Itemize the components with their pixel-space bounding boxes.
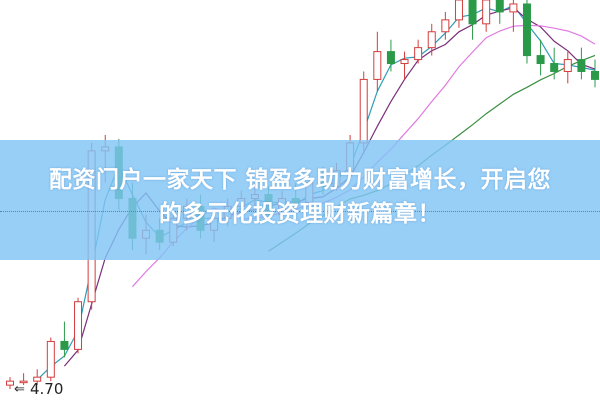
candle-body: [427, 31, 436, 49]
candle-body: [482, 0, 491, 25]
candle-body: [454, 0, 463, 21]
candle-body: [414, 47, 423, 61]
candle-body: [577, 59, 586, 72]
candle-body: [536, 55, 545, 65]
headline-line-1: 配资门户一家天下 锦盈多助力财富增长，开启您: [48, 167, 551, 193]
candle-body: [46, 340, 55, 378]
price-arrow-icon: ⇐: [14, 382, 25, 397]
candle-body: [468, 0, 477, 25]
candle-body: [400, 59, 409, 65]
candle-body: [74, 301, 83, 350]
candle-body: [386, 51, 395, 65]
headline-line-2: 的多元化投资理财新篇章！: [159, 201, 441, 227]
candle-body: [563, 59, 572, 72]
dotted-line: [0, 211, 600, 212]
candle-body: [509, 3, 518, 13]
candle-body: [522, 3, 531, 57]
candle-body: [60, 340, 69, 350]
candle-body: [33, 376, 42, 382]
candle-body: [6, 380, 14, 386]
candle-body: [441, 19, 450, 33]
headline: 配资门户一家天下 锦盈多助力财富增长，开启您 的多元化投资理财新篇章！: [0, 163, 600, 231]
candle-body: [359, 78, 368, 144]
candle-body: [373, 51, 382, 80]
candle-body: [550, 63, 559, 72]
candle-body: [591, 70, 599, 80]
headline-banner: [0, 140, 600, 260]
candle-body: [19, 380, 28, 384]
candle-body: [495, 0, 504, 13]
price-label: 4.70: [30, 380, 64, 398]
